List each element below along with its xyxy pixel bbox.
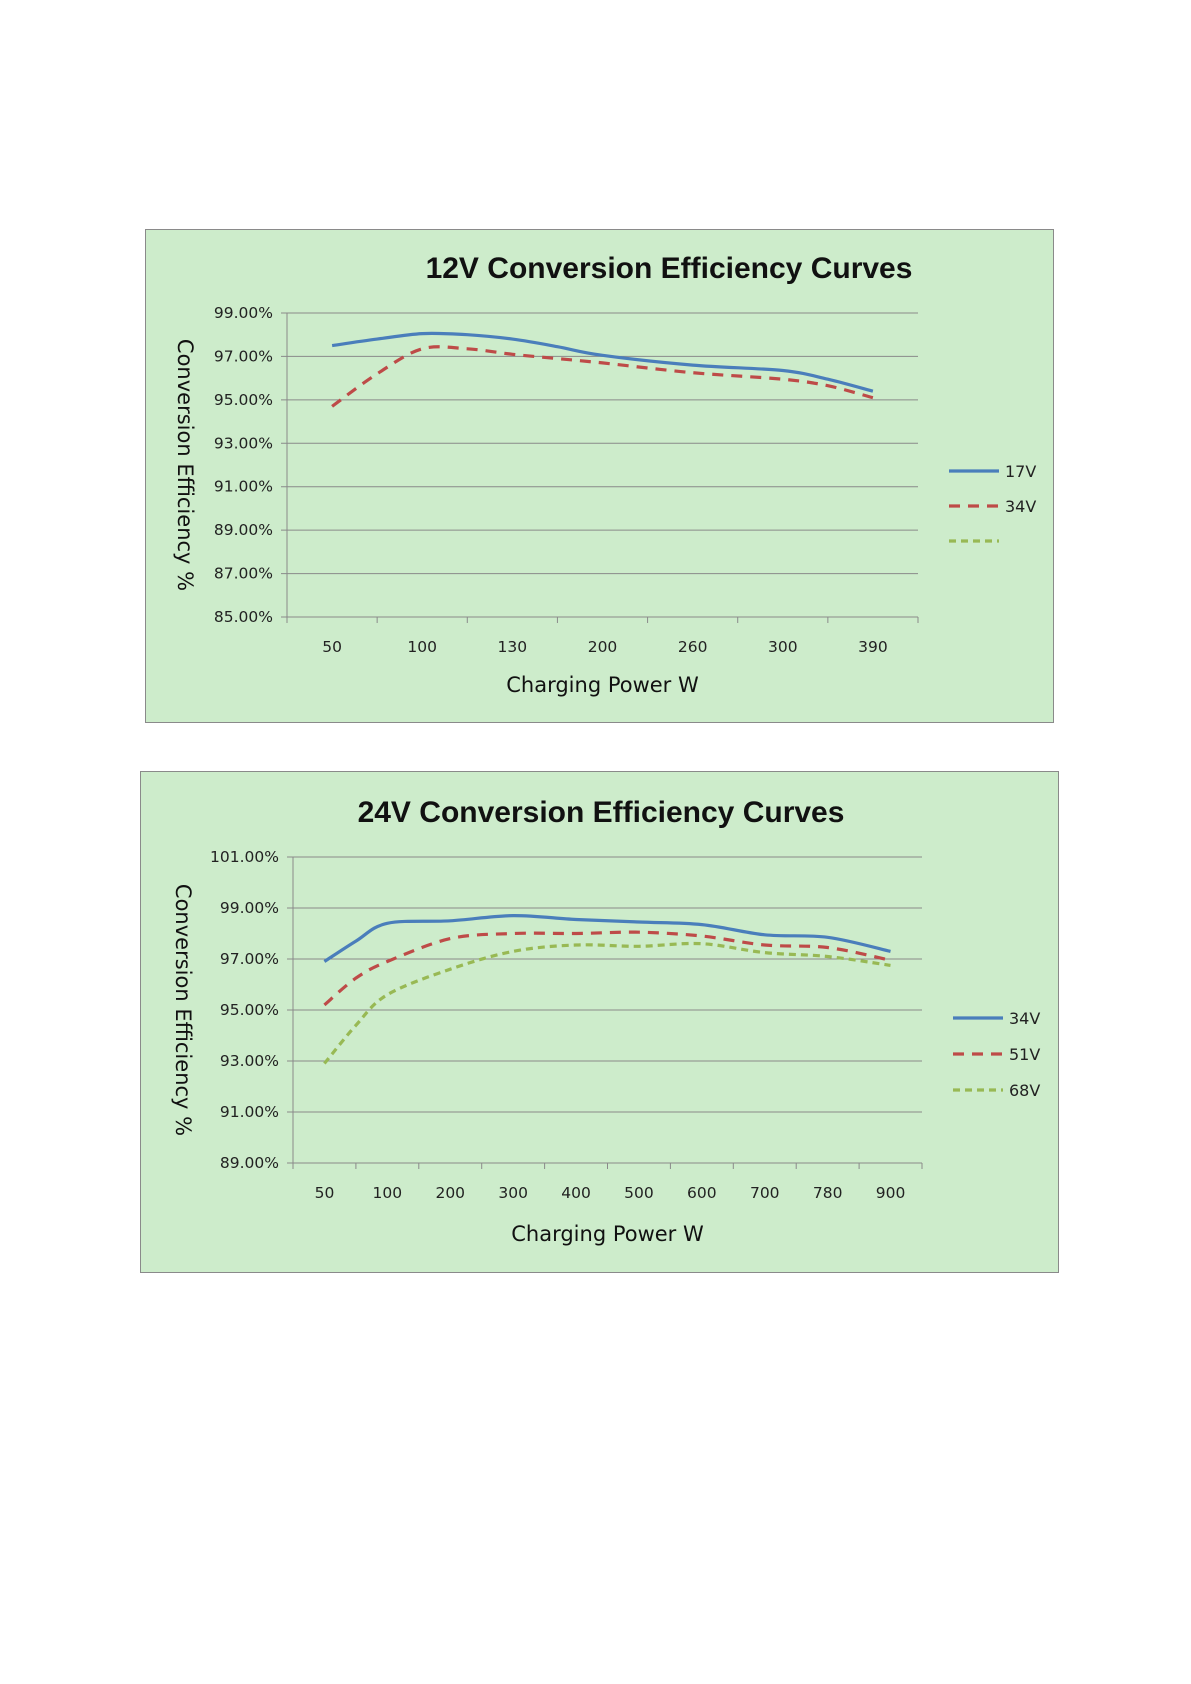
chart-title: 24V Conversion Efficiency Curves <box>358 796 845 829</box>
chart-panel-12v: 12V Conversion Efficiency Curves 85.00% 87… <box>145 229 1054 723</box>
y-tick-label: 85.00% <box>214 608 273 626</box>
y-axis-title: Conversion Efficiency % <box>173 339 197 591</box>
y-tick-label: 101.00% <box>210 848 279 866</box>
y-axis-title: Conversion Efficiency % <box>171 884 195 1136</box>
x-tick-label: 50 <box>322 638 342 656</box>
x-tick-label: 100 <box>373 1184 403 1202</box>
chart-panel-24v: 24V Conversion Efficiency Curves 89.00% 91… <box>140 771 1059 1273</box>
series-line-51V <box>323 930 891 1007</box>
legend-label: 17V <box>1005 462 1036 481</box>
legend-label: 68V <box>1009 1081 1040 1100</box>
x-tick-label: 130 <box>498 638 528 656</box>
y-tick-label: 95.00% <box>214 391 273 409</box>
x-tick-label: 780 <box>813 1184 843 1202</box>
series-line-68V <box>323 941 891 1065</box>
x-axis-title: Charging Power W <box>511 1222 704 1246</box>
series-line-34V <box>323 913 891 963</box>
x-tick-label: 300 <box>498 1184 528 1202</box>
y-tick-label: 93.00% <box>220 1052 279 1070</box>
x-tick-label: 300 <box>768 638 798 656</box>
y-tick-label: 99.00% <box>220 899 279 917</box>
x-tick-label: 500 <box>624 1184 654 1202</box>
y-tick-label: 87.00% <box>214 565 273 583</box>
chart-title: 12V Conversion Efficiency Curves <box>426 252 913 285</box>
x-axis-title: Charging Power W <box>506 673 699 697</box>
x-tick-label: 390 <box>858 638 888 656</box>
x-tick-label: 600 <box>687 1184 717 1202</box>
x-tick-label: 50 <box>315 1184 335 1202</box>
x-tick-label: 260 <box>678 638 708 656</box>
y-tick-label: 89.00% <box>220 1154 279 1172</box>
series-line-17V <box>331 331 874 393</box>
y-tick-label: 89.00% <box>214 521 273 539</box>
x-tick-label: 400 <box>561 1184 591 1202</box>
y-tick-label: 97.00% <box>214 347 273 365</box>
x-tick-label: 900 <box>876 1184 906 1202</box>
y-tick-label: 97.00% <box>220 950 279 968</box>
y-tick-label: 93.00% <box>214 434 273 452</box>
chart-24v-svg: 24V Conversion Efficiency Curves 89.00% 91… <box>171 796 1040 1246</box>
chart-12v-svg: 12V Conversion Efficiency Curves 85.00% 87… <box>173 252 1036 697</box>
y-tick-label: 91.00% <box>220 1103 279 1121</box>
y-tick-label: 91.00% <box>214 478 273 496</box>
legend-label: 34V <box>1005 497 1036 516</box>
series-line-34V <box>331 345 874 408</box>
x-tick-label: 700 <box>750 1184 780 1202</box>
legend-label: 51V <box>1009 1045 1040 1064</box>
y-tick-label: 99.00% <box>214 304 273 322</box>
x-tick-label: 200 <box>588 638 618 656</box>
y-tick-label: 95.00% <box>220 1001 279 1019</box>
x-tick-label: 100 <box>407 638 437 656</box>
legend-label: 34V <box>1009 1009 1040 1028</box>
x-tick-label: 200 <box>435 1184 465 1202</box>
